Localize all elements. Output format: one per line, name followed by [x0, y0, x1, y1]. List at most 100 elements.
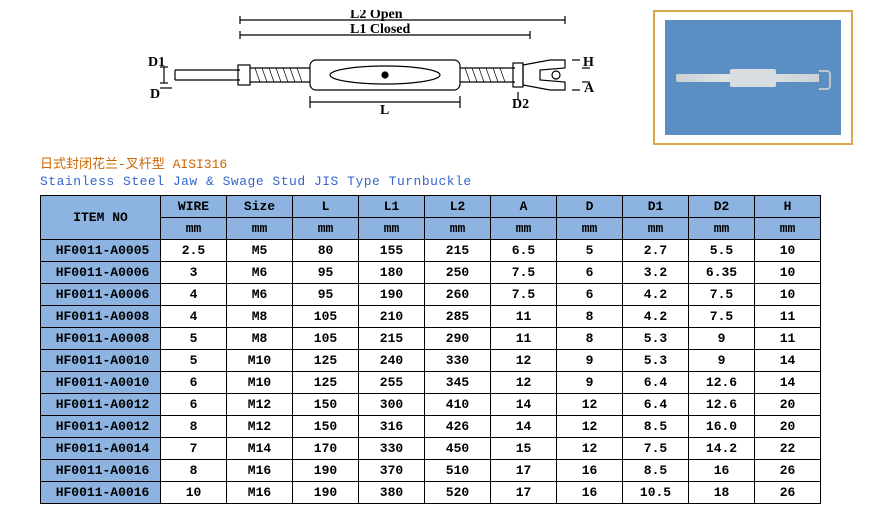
header-d2: D2 — [689, 196, 755, 218]
cell-value: 6 — [557, 284, 623, 306]
cell-value: 9 — [557, 350, 623, 372]
cell-value: 3 — [161, 262, 227, 284]
cell-item-no: HF0011-A0010 — [41, 372, 161, 394]
header-item-no: ITEM NO — [41, 196, 161, 240]
cell-value: 7.5 — [689, 306, 755, 328]
cell-value: 7.5 — [623, 438, 689, 460]
cell-value: M8 — [227, 306, 293, 328]
cell-value: 20 — [755, 416, 821, 438]
cell-value: 10 — [755, 262, 821, 284]
cell-value: 9 — [557, 372, 623, 394]
cell-item-no: HF0011-A0005 — [41, 240, 161, 262]
cell-value: 12.6 — [689, 394, 755, 416]
cell-value: 7.5 — [491, 284, 557, 306]
header-unit: mm — [755, 218, 821, 240]
cell-value: 3.2 — [623, 262, 689, 284]
svg-text:L2 Open: L2 Open — [350, 10, 403, 22]
cell-value: 16 — [689, 460, 755, 482]
cell-value: 7.5 — [491, 262, 557, 284]
svg-text:D2: D2 — [512, 97, 529, 112]
table-row: HF0011-A00084M81052102851184.27.511 — [41, 306, 821, 328]
table-row: HF0011-A00128M1215031642614128.516.020 — [41, 416, 821, 438]
cell-value: 370 — [359, 460, 425, 482]
cell-value: 6.4 — [623, 372, 689, 394]
cell-item-no: HF0011-A0008 — [41, 306, 161, 328]
table-header: ITEM NOWIRESizeLL1L2ADD1D2H mmmmmmmmmmmm… — [41, 196, 821, 240]
table-row: HF0011-A00105M101252403301295.3914 — [41, 350, 821, 372]
cell-value: 80 — [293, 240, 359, 262]
cell-value: M16 — [227, 460, 293, 482]
header-unit: mm — [491, 218, 557, 240]
cell-item-no: HF0011-A0010 — [41, 350, 161, 372]
header-l1: L1 — [359, 196, 425, 218]
cell-value: 95 — [293, 284, 359, 306]
cell-value: 14 — [755, 372, 821, 394]
cell-value: 5 — [557, 240, 623, 262]
cell-value: 2.5 — [161, 240, 227, 262]
cell-value: M5 — [227, 240, 293, 262]
table-body: HF0011-A00052.5M5801552156.552.75.510HF0… — [41, 240, 821, 504]
cell-value: 330 — [425, 350, 491, 372]
cell-value: 12 — [557, 394, 623, 416]
cell-value: 12 — [557, 416, 623, 438]
header-unit: mm — [293, 218, 359, 240]
cell-value: 6.4 — [623, 394, 689, 416]
cell-item-no: HF0011-A0012 — [41, 416, 161, 438]
cell-value: 316 — [359, 416, 425, 438]
cell-value: M8 — [227, 328, 293, 350]
cell-value: M12 — [227, 394, 293, 416]
cell-value: 255 — [359, 372, 425, 394]
header-l2: L2 — [425, 196, 491, 218]
cell-value: 8 — [161, 460, 227, 482]
cell-value: 215 — [425, 240, 491, 262]
photo-bg — [665, 20, 841, 135]
cell-value: 11 — [755, 306, 821, 328]
cell-value: 9 — [689, 350, 755, 372]
cell-value: M10 — [227, 372, 293, 394]
cell-value: 14 — [491, 394, 557, 416]
cell-value: 10 — [755, 284, 821, 306]
cell-value: 8 — [161, 416, 227, 438]
svg-text:D: D — [150, 87, 160, 102]
cell-item-no: HF0011-A0016 — [41, 482, 161, 504]
svg-text:L: L — [380, 103, 389, 118]
cell-value: 26 — [755, 482, 821, 504]
cell-value: 380 — [359, 482, 425, 504]
cell-value: 17 — [491, 460, 557, 482]
header-unit: mm — [359, 218, 425, 240]
cell-value: 12 — [557, 438, 623, 460]
header-unit: mm — [689, 218, 755, 240]
cell-value: 180 — [359, 262, 425, 284]
cell-value: 15 — [491, 438, 557, 460]
cell-value: 10 — [161, 482, 227, 504]
cell-value: 150 — [293, 394, 359, 416]
cell-value: 16 — [557, 460, 623, 482]
cell-item-no: HF0011-A0012 — [41, 394, 161, 416]
cell-value: 8 — [557, 328, 623, 350]
cell-value: 170 — [293, 438, 359, 460]
header-unit: mm — [623, 218, 689, 240]
cell-value: 5 — [161, 350, 227, 372]
technical-diagram: L2 Open L1 Closed D1 D — [120, 10, 600, 120]
cell-value: 17 — [491, 482, 557, 504]
header-wire: WIRE — [161, 196, 227, 218]
cell-value: 190 — [293, 460, 359, 482]
title-english: Stainless Steel Jaw & Swage Stud JIS Typ… — [40, 174, 853, 189]
cell-value: 250 — [425, 262, 491, 284]
cell-value: 150 — [293, 416, 359, 438]
cell-value: 450 — [425, 438, 491, 460]
cell-value: 4.2 — [623, 306, 689, 328]
title-chinese: 日式封闭花兰-叉杆型 AISI316 — [40, 153, 853, 172]
cell-value: 4 — [161, 284, 227, 306]
cell-value: 155 — [359, 240, 425, 262]
cell-value: 22 — [755, 438, 821, 460]
cell-value: 410 — [425, 394, 491, 416]
cell-value: 4.2 — [623, 284, 689, 306]
cell-value: 11 — [491, 328, 557, 350]
cell-value: 300 — [359, 394, 425, 416]
cell-value: 190 — [359, 284, 425, 306]
cell-value: 210 — [359, 306, 425, 328]
cell-value: 16 — [557, 482, 623, 504]
table-row: HF0011-A00106M101252553451296.412.614 — [41, 372, 821, 394]
cell-item-no: HF0011-A0014 — [41, 438, 161, 460]
